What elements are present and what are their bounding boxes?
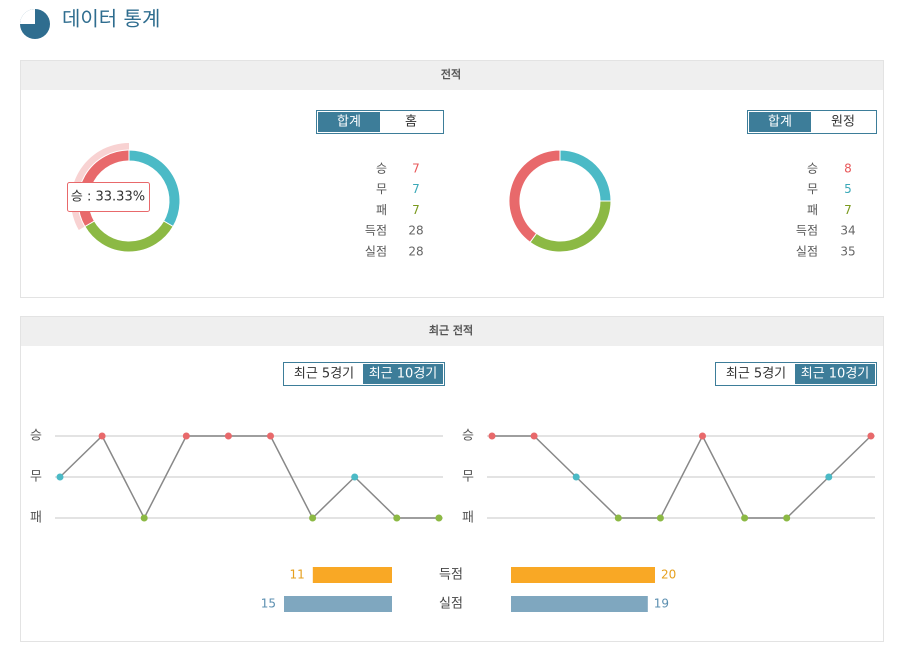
tab[interactable] xyxy=(318,112,380,132)
recent-header xyxy=(21,317,883,346)
result-point xyxy=(182,432,190,440)
tooltip-text: 승 : 33.33% xyxy=(71,190,145,205)
bar-value: 20 xyxy=(661,568,676,582)
result-point xyxy=(140,514,148,522)
result-point xyxy=(56,473,64,481)
level-label: 승 xyxy=(30,429,42,444)
record-header xyxy=(21,61,883,90)
result-point xyxy=(656,514,664,522)
tab-label[interactable]: 홈 xyxy=(405,115,417,130)
result-point xyxy=(614,514,622,522)
tooltip-box xyxy=(67,182,150,212)
stat-value: 34 xyxy=(840,224,855,238)
tab-label[interactable]: 합계 xyxy=(337,115,361,130)
tab[interactable] xyxy=(811,112,875,132)
result-point xyxy=(488,432,496,440)
tab-label[interactable]: 최근 5경기 xyxy=(294,367,354,382)
result-point xyxy=(699,432,706,440)
record-title: 전적 xyxy=(441,67,461,81)
tab[interactable] xyxy=(717,364,795,384)
level-label: 무 xyxy=(30,470,42,485)
tab-label[interactable]: 원정 xyxy=(831,115,855,130)
result-line xyxy=(492,434,872,519)
bar xyxy=(511,567,655,583)
stat-label: 무 xyxy=(376,182,387,196)
result-point xyxy=(309,514,317,522)
result-point xyxy=(435,514,443,522)
stat-label: 실점 xyxy=(796,244,818,258)
recent-title: 최근 전적 xyxy=(429,323,473,337)
stat-value: 8 xyxy=(844,162,852,176)
stat-value: 35 xyxy=(840,244,855,258)
record-box xyxy=(20,60,884,298)
stat-value: 28 xyxy=(408,244,423,258)
logo xyxy=(20,9,50,39)
bar-label: 실점 xyxy=(439,597,463,612)
result-point xyxy=(393,514,401,522)
tab-label[interactable]: 합계 xyxy=(768,115,792,130)
result-point xyxy=(267,432,274,440)
bar xyxy=(511,596,648,612)
bar-label: 득점 xyxy=(439,568,463,583)
donut-segment xyxy=(508,149,561,243)
bar xyxy=(284,596,392,612)
stat-label: 무 xyxy=(807,182,818,196)
result-line xyxy=(59,434,439,520)
bar-value: 19 xyxy=(654,597,669,611)
stat-value: 28 xyxy=(408,224,423,238)
level-label: 승 xyxy=(462,429,474,444)
result-point xyxy=(98,432,106,440)
stat-value: 7 xyxy=(412,182,420,196)
stat-value: 7 xyxy=(844,203,852,217)
level-label: 무 xyxy=(462,470,474,485)
stat-label: 득점 xyxy=(365,224,387,238)
stat-label: 승 xyxy=(376,162,387,176)
result-point xyxy=(783,514,791,522)
result-point xyxy=(825,473,833,481)
result-point xyxy=(572,473,580,481)
tab[interactable] xyxy=(795,364,875,384)
result-point xyxy=(224,432,232,440)
result-point xyxy=(867,432,875,440)
page-title: 데이터 통계 xyxy=(62,7,160,31)
tab[interactable] xyxy=(749,112,811,132)
tab-label[interactable]: 최근 10경기 xyxy=(369,367,438,382)
stat-value: 5 xyxy=(844,182,852,196)
bar-value: 11 xyxy=(290,568,305,582)
result-point xyxy=(351,473,359,481)
tab-label[interactable]: 최근 5경기 xyxy=(726,367,786,382)
stat-label: 패 xyxy=(807,203,818,217)
stat-label: 패 xyxy=(376,203,387,217)
level-label: 패 xyxy=(462,511,474,526)
result-point xyxy=(741,514,749,522)
stat-value: 7 xyxy=(412,203,420,217)
tab[interactable] xyxy=(285,364,363,384)
result-point xyxy=(530,432,538,440)
stat-label: 득점 xyxy=(796,224,818,238)
donut-hover-halo xyxy=(71,143,129,230)
stat-value: 7 xyxy=(412,162,420,176)
tab[interactable] xyxy=(363,364,443,384)
level-label: 패 xyxy=(30,511,42,526)
bar-value: 15 xyxy=(261,597,276,611)
tab-label[interactable]: 최근 10경기 xyxy=(801,367,870,382)
bar xyxy=(312,567,392,583)
stat-label: 실점 xyxy=(365,244,387,258)
tab[interactable] xyxy=(380,112,442,132)
stat-label: 승 xyxy=(807,162,818,176)
